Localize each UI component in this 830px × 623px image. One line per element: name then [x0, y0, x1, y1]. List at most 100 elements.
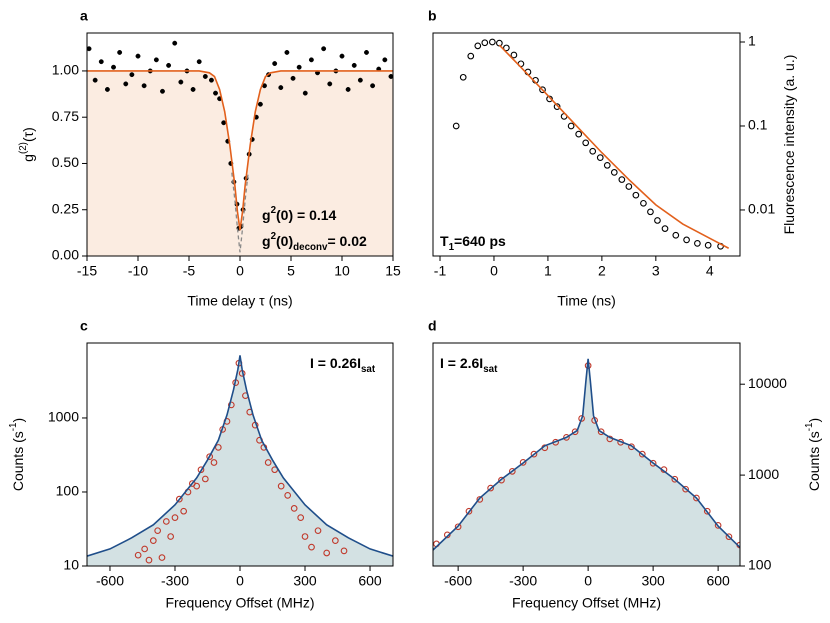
x-tick-label: 5: [287, 263, 295, 279]
data-point: [284, 49, 290, 55]
data-point: [272, 61, 278, 66]
data-point: [539, 86, 546, 94]
data-point: [180, 507, 188, 515]
data-point: [134, 551, 142, 559]
data-point: [370, 83, 376, 89]
data-point: [104, 86, 110, 92]
data-point: [578, 415, 585, 422]
data-point: [290, 505, 298, 512]
data-point: [277, 482, 285, 490]
data-point: [171, 514, 179, 522]
data-point: [725, 533, 733, 541]
text-part: (0): [276, 207, 293, 223]
data-point: [530, 450, 538, 458]
y-axis-label: Fluorescence intensity (a. u.): [781, 55, 797, 235]
data-point: [193, 482, 201, 490]
y-tick-label: 100: [748, 557, 772, 573]
fill-area: [87, 355, 393, 566]
y-tick-label: 0.1: [748, 117, 768, 133]
y-tick-label: 0.50: [52, 154, 79, 170]
data-point: [563, 434, 570, 441]
y-tick-label: 0.75: [52, 108, 79, 124]
data-point: [443, 531, 451, 539]
data-point: [221, 120, 227, 126]
plot-area: [87, 40, 393, 256]
x-tick-label: 15: [385, 263, 401, 279]
text-part: g: [262, 207, 271, 223]
text-part: I = 2.6I: [440, 355, 483, 371]
x-axis-label: Frequency Offset (MHz): [165, 595, 314, 611]
data-point: [87, 46, 92, 52]
data-point: [149, 537, 157, 545]
x-tick-label: -600: [444, 573, 472, 589]
data-point: [487, 484, 494, 492]
data-point: [214, 444, 222, 451]
data-point: [553, 103, 561, 110]
data-point: [129, 72, 135, 78]
data-point: [166, 62, 172, 68]
text-part: -1: [8, 423, 19, 432]
data-point: [190, 86, 196, 92]
fit-line: [433, 358, 740, 551]
data-point: [196, 59, 202, 65]
text-part: (τ): [20, 127, 36, 142]
data-point: [661, 225, 669, 232]
x-tick-label: 0: [236, 263, 244, 279]
data-point: [649, 459, 657, 467]
x-tick-label: -600: [96, 573, 124, 589]
data-point: [175, 495, 183, 503]
x-tick-label: 10: [334, 263, 350, 279]
data-point: [314, 527, 322, 535]
y-tick-label: 0.00: [52, 247, 79, 263]
data-point: [297, 514, 305, 522]
data-point: [162, 518, 170, 525]
data-point: [476, 496, 484, 503]
data-point: [364, 49, 369, 55]
x-tick-label: 0: [236, 573, 244, 589]
text-part: Fluorescence intensity (a. u.): [781, 55, 797, 235]
x-tick-label: 3: [652, 263, 660, 279]
data-point: [498, 476, 505, 484]
data-point: [290, 75, 296, 81]
data-point: [589, 147, 597, 155]
text-part: g: [20, 154, 36, 162]
data-point: [597, 428, 605, 436]
x-axis-label: Time delay τ (ns): [187, 293, 292, 309]
data-point: [332, 537, 339, 545]
data-point: [227, 401, 235, 409]
x-tick-label: -300: [509, 573, 537, 589]
text-part: Counts (s: [806, 431, 822, 491]
data-point: [111, 64, 116, 70]
data-point: [308, 543, 315, 551]
plot-area: [452, 38, 730, 250]
x-tick-label: -10: [128, 263, 148, 279]
x-tick-label: -1: [434, 263, 447, 279]
x-tick-label: -300: [161, 573, 189, 589]
data-point: [172, 40, 178, 46]
text-part: sat: [361, 364, 376, 375]
data-point: [571, 428, 579, 436]
y-axis-label: Counts (s-1): [8, 418, 26, 491]
fill-area: [87, 70, 393, 256]
data-point: [339, 53, 345, 59]
data-point: [503, 44, 510, 52]
x-axis-label: Frequency Offset (MHz): [512, 595, 661, 611]
data-point: [596, 154, 604, 161]
text-part: Counts (s: [10, 431, 26, 491]
data-point: [382, 57, 388, 63]
text-part: ): [10, 418, 26, 423]
data-point: [178, 79, 184, 85]
data-point: [508, 467, 516, 475]
data-point: [308, 57, 314, 63]
data-point: [201, 475, 209, 483]
data-point: [135, 53, 141, 59]
data-point: [454, 523, 462, 531]
y-tick-label: 1000: [48, 409, 79, 425]
text-part: =640 ps: [454, 233, 506, 249]
data-point: [672, 231, 680, 239]
data-point: [582, 139, 590, 147]
panel-label: b: [428, 8, 437, 24]
data-point: [603, 161, 611, 169]
annotation: g2(0) = 0.14: [262, 205, 337, 223]
x-tick-label: 0: [490, 263, 498, 279]
